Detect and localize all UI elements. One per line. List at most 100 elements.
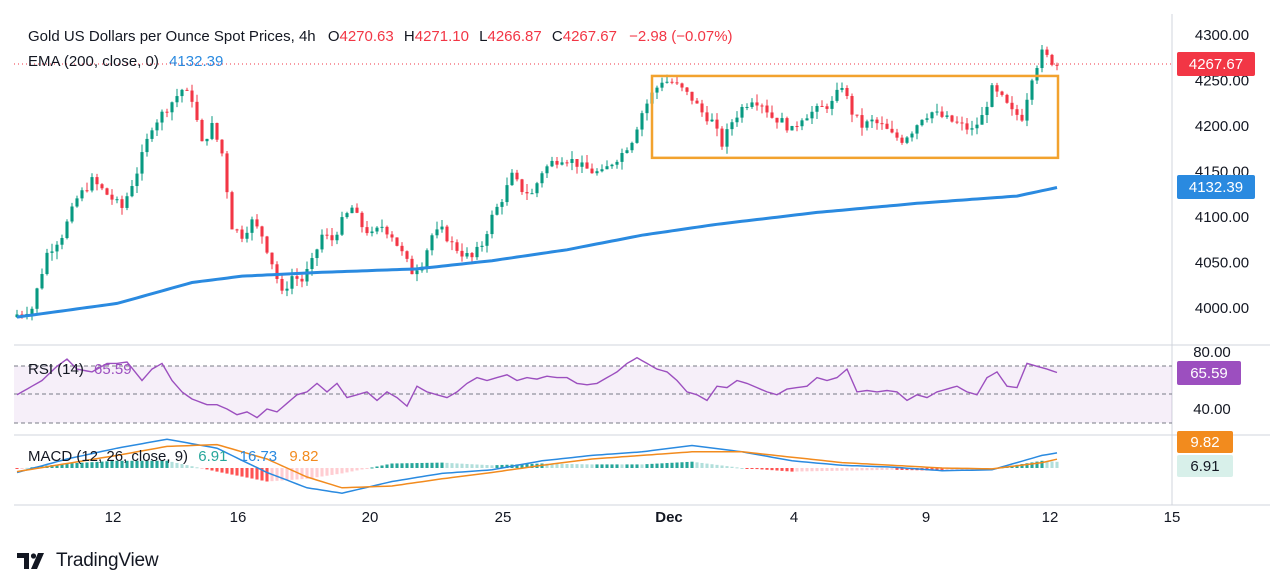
- macd-hist-bar: [530, 463, 534, 468]
- macd-hist-bar: [710, 464, 714, 468]
- candle-body: [700, 103, 704, 113]
- macd-hist-bar: [280, 468, 284, 481]
- macd-hist-bar: [360, 468, 364, 470]
- candle-body: [445, 226, 449, 242]
- candle-body: [845, 88, 849, 96]
- candle-body: [475, 246, 479, 258]
- macd-hist-bar: [1040, 460, 1044, 468]
- macd-hist-bar: [390, 463, 394, 468]
- macd-hist-bar: [465, 463, 469, 468]
- macd-hist-bar: [315, 468, 319, 478]
- rsi-label: RSI (14): [28, 361, 84, 378]
- candle-body: [555, 160, 559, 165]
- candle-body: [1020, 114, 1024, 121]
- candle-body: [110, 194, 114, 200]
- candle-body: [640, 113, 644, 130]
- candle-body: [1000, 91, 1004, 95]
- macd-hist-bar: [775, 468, 779, 471]
- macd-hist-bar: [105, 461, 109, 468]
- candle-body: [265, 236, 269, 253]
- candle-body: [135, 173, 139, 187]
- ohlc-header: Gold US Dollars per Ounce Spot Prices, 4…: [28, 28, 733, 45]
- candle-body: [35, 288, 39, 309]
- candle-body: [85, 190, 89, 192]
- macd-hist-bar: [365, 468, 369, 469]
- macd-hist-bar: [615, 464, 619, 468]
- candle-body: [290, 276, 294, 289]
- candle-body: [370, 231, 374, 234]
- macd-hist-bar: [730, 466, 734, 468]
- candle-body: [150, 130, 154, 139]
- candle-body: [550, 160, 554, 167]
- rsi-tick-label: 80.00: [1193, 344, 1231, 361]
- candle-body: [950, 115, 954, 122]
- candle-body: [165, 111, 169, 113]
- candle-body: [365, 227, 369, 234]
- candle-body: [425, 250, 429, 267]
- ema-header: EMA (200, close, 0) 4132.39: [28, 53, 223, 70]
- macd-hist-bar: [85, 462, 89, 468]
- macd-hist-bar: [800, 468, 804, 472]
- macd-hist-bar: [630, 464, 634, 468]
- macd-hist-bar: [250, 468, 254, 479]
- candle-body: [350, 207, 354, 214]
- macd-hist-bar: [330, 468, 334, 475]
- macd-hist-bar: [350, 468, 354, 472]
- macd-hist-bar: [1020, 464, 1024, 468]
- macd-hist-bar: [205, 468, 209, 470]
- macd-hist-bar: [120, 460, 124, 468]
- macd-hist-bar: [320, 468, 324, 477]
- macd-hist-badge: 6.91: [1177, 455, 1233, 477]
- candle-body: [45, 252, 49, 275]
- macd-hist-bar: [370, 467, 374, 469]
- candle-body: [940, 111, 944, 117]
- macd-signal-badge-text: 9.82: [1190, 434, 1219, 451]
- candle-body: [925, 118, 929, 120]
- candle-body: [585, 162, 589, 169]
- macd-hist-bar: [235, 468, 239, 476]
- macd-hist-bar: [1025, 463, 1029, 468]
- ema-badge: 4132.39: [1177, 175, 1255, 199]
- macd-hist-bar: [745, 468, 749, 469]
- candle-body: [910, 133, 914, 138]
- candle-body: [995, 85, 999, 92]
- candle-body: [835, 89, 839, 101]
- macd-hist-bar: [455, 463, 459, 468]
- macd-hist-bar: [1030, 462, 1034, 468]
- macd-hist-bar: [875, 468, 879, 471]
- low-label: L: [479, 28, 487, 45]
- macd-line: [16, 438, 1058, 494]
- candle-body: [775, 117, 779, 123]
- macd-hist-bar: [880, 468, 884, 470]
- candle-body: [540, 173, 544, 184]
- macd-hist-bar: [570, 464, 574, 468]
- candle-body: [620, 153, 624, 162]
- macd-hist-bar: [900, 468, 904, 470]
- macd-hist-bar: [375, 466, 379, 468]
- candle-body: [255, 219, 259, 227]
- macd-hist-bar: [415, 463, 419, 468]
- macd-hist-bar: [220, 468, 224, 473]
- candle-body: [460, 250, 464, 257]
- macd-hist-bar: [765, 468, 769, 470]
- candle-body: [145, 138, 149, 153]
- price-badge: 4267.67: [1177, 52, 1255, 76]
- rsi-badge: 65.59: [1177, 361, 1241, 385]
- macd-hist-bar: [860, 468, 864, 471]
- candle-body: [125, 196, 129, 208]
- candle-body: [215, 122, 219, 140]
- macd-hist-bar: [750, 468, 754, 469]
- tradingview-logo[interactable]: TradingView: [16, 550, 159, 572]
- rsi-line: [16, 356, 1058, 419]
- candle-body: [725, 129, 729, 147]
- macd-hist-bar: [595, 464, 599, 468]
- candle-body: [1010, 102, 1014, 110]
- macd-hist-bar: [25, 467, 29, 469]
- macd-hist-bar: [935, 468, 939, 471]
- candle-body: [105, 188, 109, 195]
- candle-body: [260, 226, 264, 237]
- signal-line: [16, 443, 1058, 489]
- macd-hist-bar: [480, 464, 484, 468]
- macd-hist-value: 6.91: [198, 448, 227, 465]
- candle-body: [590, 168, 594, 174]
